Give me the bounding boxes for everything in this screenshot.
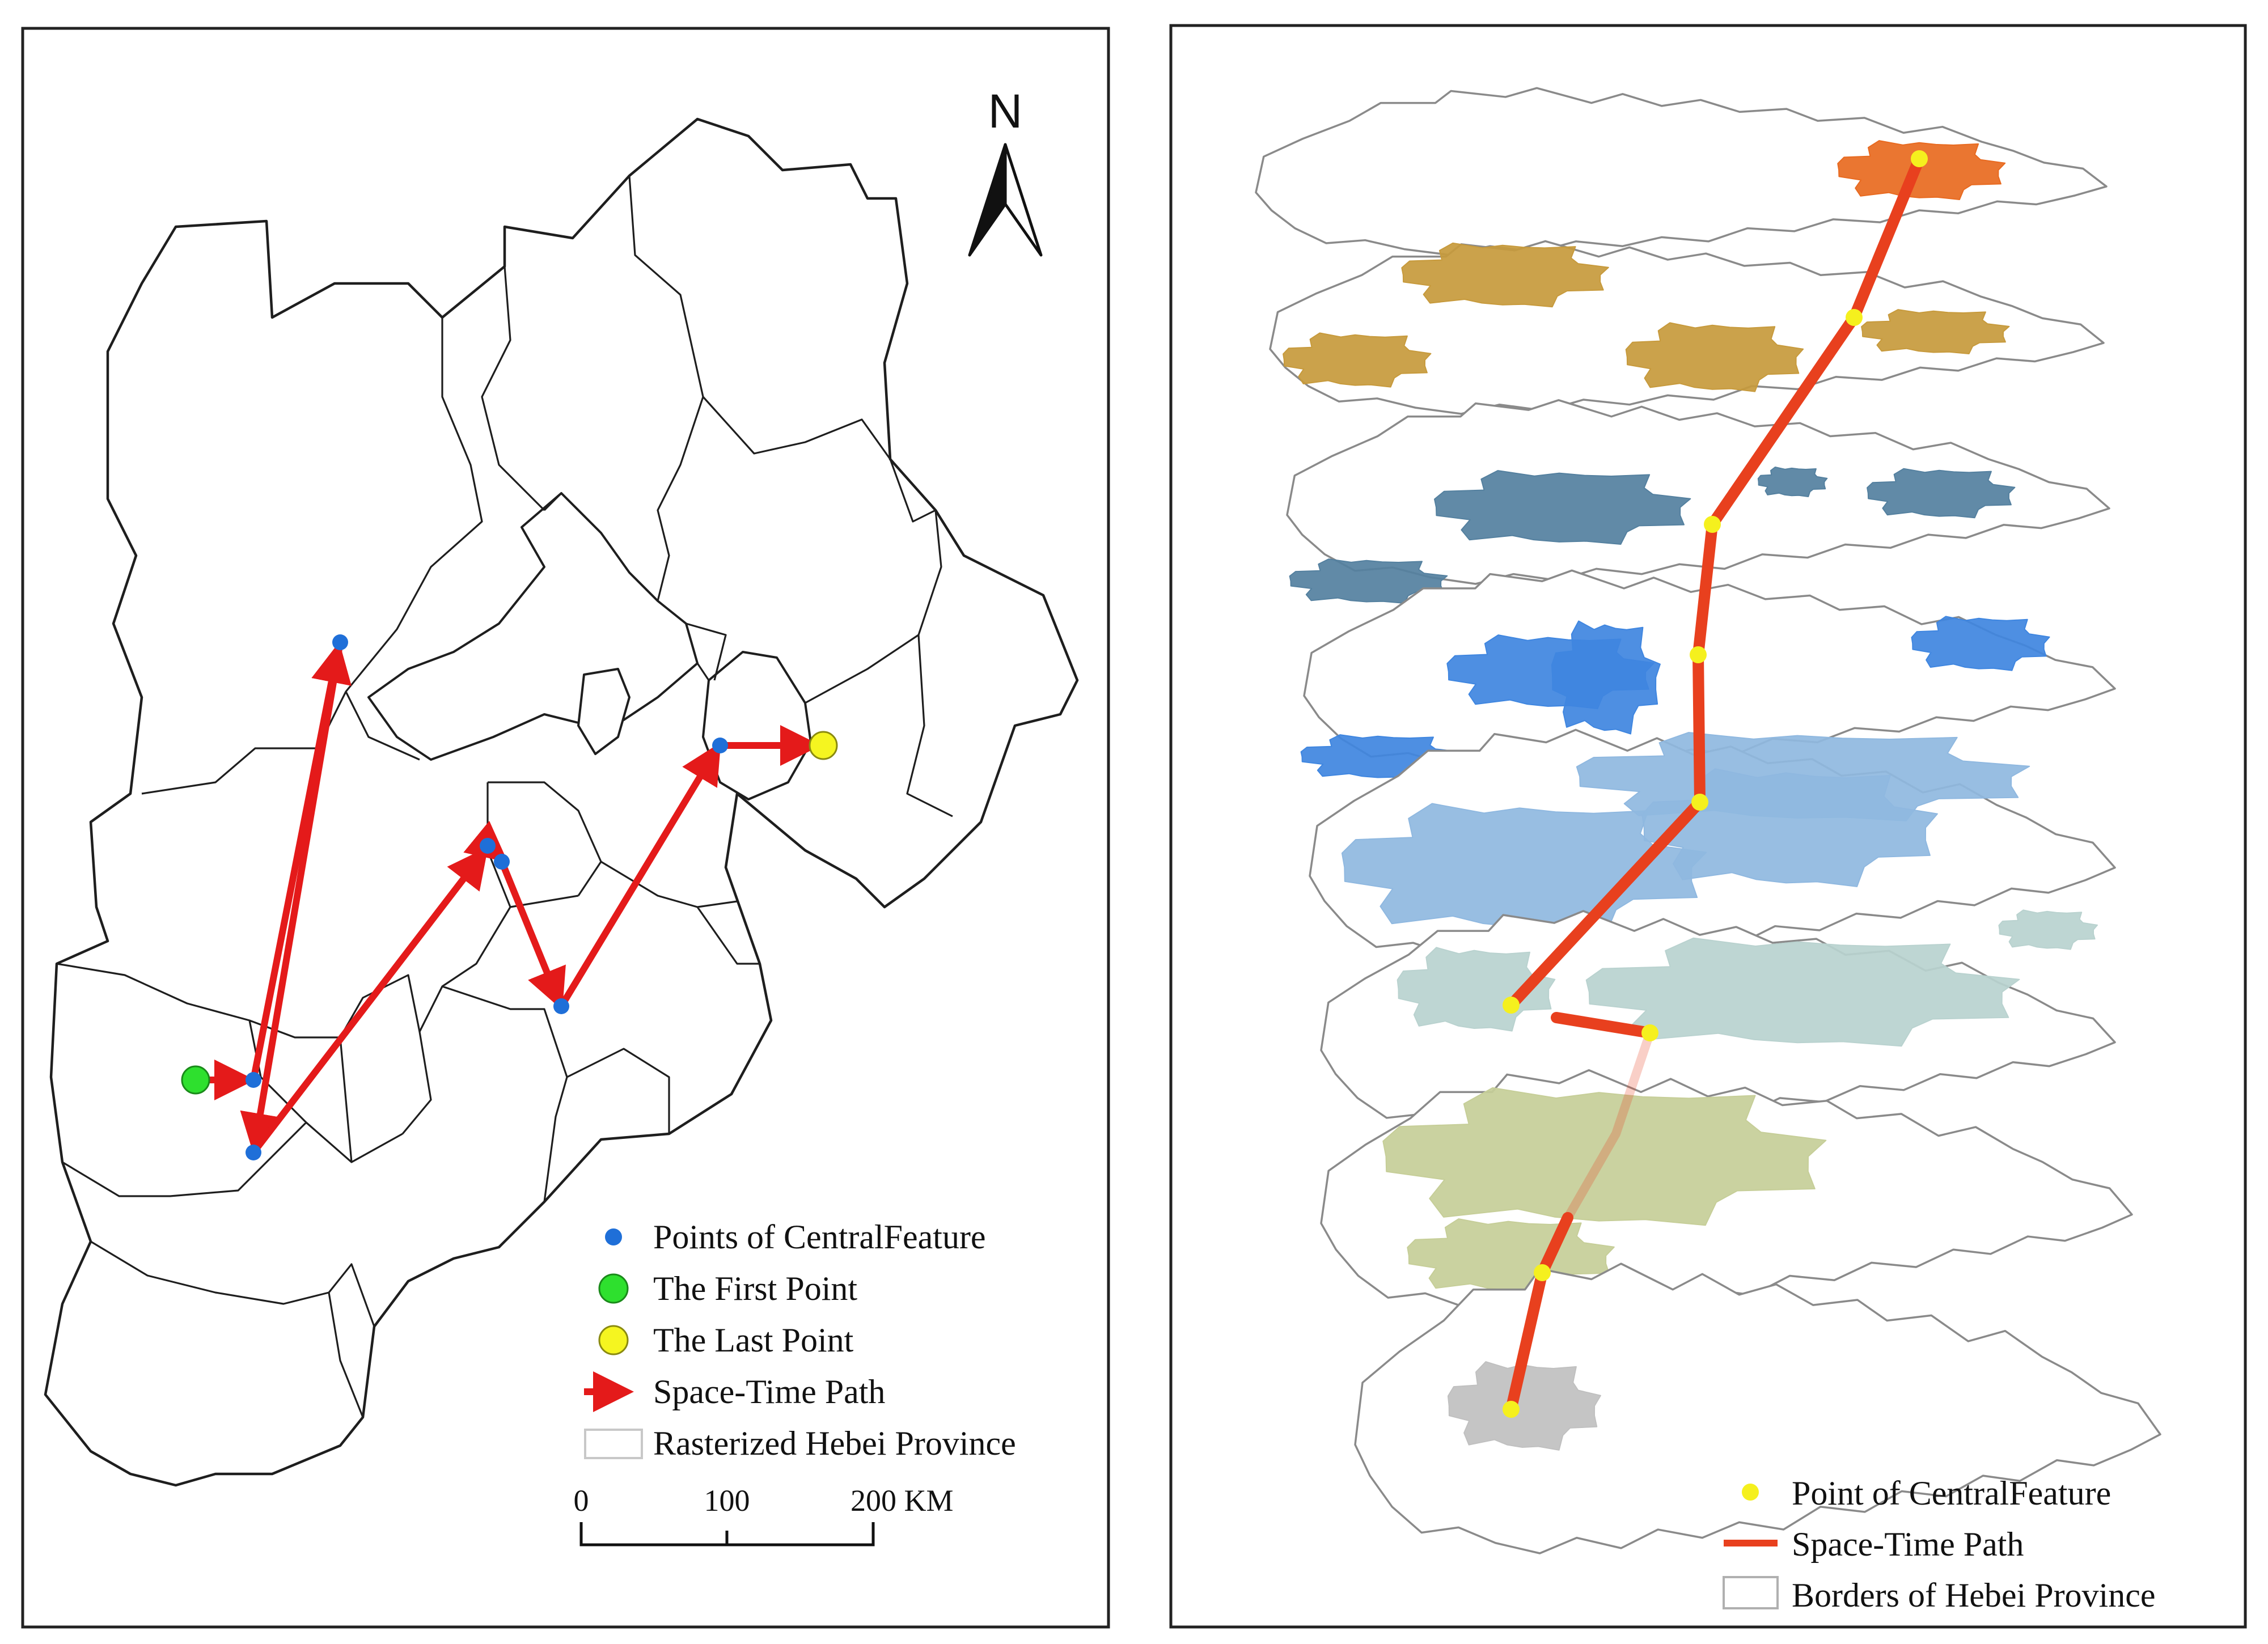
path-segment: [498, 858, 566, 1010]
central-feature-points-left: [181, 634, 838, 1160]
north-label: N: [988, 84, 1023, 138]
legend-first-label: The First Point: [653, 1270, 857, 1307]
right-legend: Point of CentralFeature Space-Time Path …: [1723, 1474, 2155, 1614]
last-point: [809, 731, 838, 760]
legend-borders-label: Borders of Hebei Province: [1792, 1577, 2155, 1614]
legend-first-swatch: [598, 1273, 629, 1304]
central-point: [332, 634, 348, 650]
central-point: [1503, 997, 1520, 1014]
small-enclave: [577, 668, 631, 755]
layer-province-outline: [1355, 1264, 2160, 1553]
scale-tick-200: 200 KM: [850, 1484, 954, 1518]
city-boundaries: [56, 175, 953, 1418]
path-segment: [250, 846, 488, 1156]
layer-highlight-region: [1401, 242, 1609, 308]
stacked-layers: [1256, 88, 2160, 1553]
central-point: [1691, 794, 1708, 811]
legend-path-label: Space-Time Path: [653, 1373, 885, 1410]
layer-8: [1355, 1264, 2160, 1553]
hebei-province-outline: [44, 117, 1079, 1487]
central-point: [1534, 1264, 1551, 1281]
central-point: [1911, 150, 1928, 167]
layer-highlight-region: [1283, 332, 1432, 388]
central-point: [712, 738, 728, 753]
layer-highlight-region: [1447, 1361, 1601, 1451]
layer-highlight-region: [1911, 616, 2050, 671]
scale-tick-0: 0: [574, 1484, 589, 1518]
path-line-hidden: [1563, 1028, 1655, 1222]
legend-raster-label: Rasterized Hebei Province: [653, 1425, 1016, 1462]
legend-point-label: Point of CentralFeature: [1792, 1474, 2111, 1512]
layer-highlight-region: [1551, 620, 1661, 735]
layer-highlight-region: [1625, 322, 1804, 392]
legend-point-swatch: [1742, 1484, 1759, 1501]
scale-bar: 0 100 200 KM: [574, 1484, 954, 1546]
central-point: [246, 1145, 261, 1160]
central-feature-points-right: [1503, 150, 1928, 1418]
layer-2: [1270, 241, 2104, 414]
scale-tick-100: 100: [704, 1484, 750, 1518]
central-point: [480, 838, 496, 854]
central-point: [553, 998, 569, 1014]
first-point: [181, 1065, 210, 1095]
legend-last-swatch: [598, 1325, 629, 1355]
path-segment: [558, 742, 721, 1010]
space-time-path-left: [192, 639, 821, 1156]
layer-highlight-region: [1861, 309, 2010, 354]
layer-highlight-region: [1641, 768, 1938, 887]
central-point: [1503, 1401, 1520, 1418]
north-arrow: N: [968, 84, 1043, 257]
hebei-rasterized-map: [44, 117, 1079, 1487]
central-point: [246, 1072, 261, 1088]
layer-highlight-region: [1585, 937, 2020, 1047]
left-map-panel: N Points of Ce: [21, 27, 1110, 1629]
layer-highlight-region: [1998, 909, 2098, 950]
legend-borders-swatch: [1723, 1576, 1779, 1609]
layer-3: [1287, 400, 2109, 604]
central-point: [1846, 309, 1863, 326]
scale-bar-line: [579, 1522, 875, 1546]
legend-path-label: Space-Time Path: [1792, 1526, 2024, 1563]
legend-last-label: The Last Point: [653, 1321, 854, 1359]
central-point: [494, 854, 510, 870]
layer-highlight-region: [1434, 470, 1691, 545]
layer-highlight-region: [1757, 467, 1828, 497]
legend-central-swatch: [605, 1228, 622, 1245]
central-point: [1690, 646, 1707, 663]
central-point: [1641, 1024, 1658, 1041]
layer-5: [1310, 730, 2115, 964]
left-legend: Points of CentralFeature The First Point…: [584, 1218, 1016, 1462]
layer-highlight-region: [1382, 1087, 1827, 1226]
legend-raster-swatch: [584, 1429, 643, 1459]
layer-highlight-region: [1837, 140, 2006, 200]
legend-central-label: Points of CentralFeature: [653, 1218, 986, 1256]
layer-highlight-region: [1867, 468, 2016, 519]
central-point: [1704, 516, 1721, 533]
right-3d-panel: Point of CentralFeature Space-Time Path …: [1169, 24, 2247, 1629]
path-segment: [240, 639, 344, 1154]
